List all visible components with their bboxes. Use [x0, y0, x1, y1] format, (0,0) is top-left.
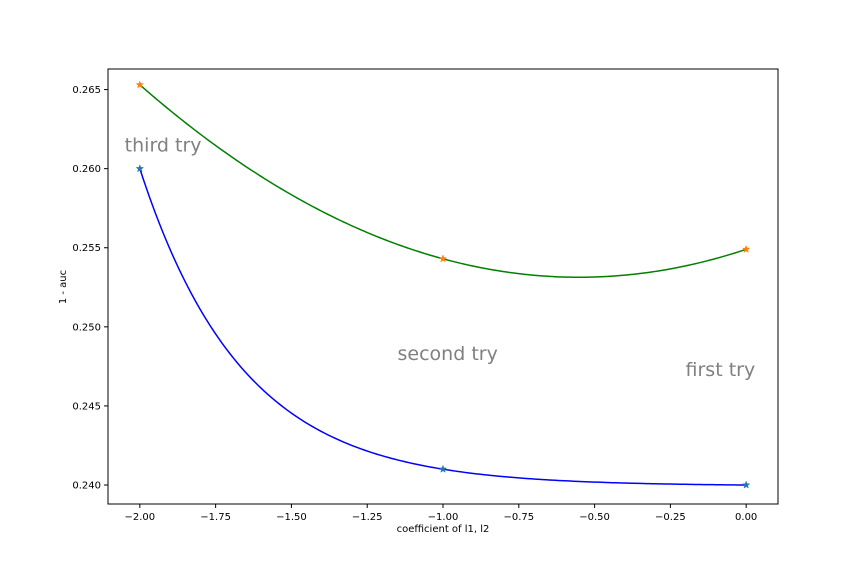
annotation-label: first try — [686, 359, 756, 381]
series-1-point — [135, 80, 145, 89]
plot-area — [108, 69, 778, 504]
x-axis-label: coefficient of l1, l2 — [397, 524, 490, 535]
y-tick-label: 0.255 — [72, 243, 101, 254]
x-tick-label: −0.75 — [503, 512, 534, 523]
series-2-point — [135, 164, 145, 173]
y-axis: 0.240 0.245 0.250 0.255 0.260 0.265 — [72, 85, 108, 492]
y-tick-label: 0.245 — [72, 401, 101, 412]
y-tick-label: 0.250 — [72, 322, 101, 333]
x-tick-label: −0.50 — [579, 512, 610, 523]
annotation-label: third try — [125, 134, 202, 156]
x-tick-label: −1.50 — [276, 512, 307, 523]
y-tick-label: 0.260 — [72, 164, 101, 175]
x-tick-label: −1.00 — [428, 512, 459, 523]
x-tick-label: 0.00 — [735, 512, 757, 523]
series-2-point — [741, 480, 751, 489]
x-tick-label: −2.00 — [125, 512, 156, 523]
annotation-label: second try — [398, 343, 498, 365]
series-2-point — [438, 464, 448, 473]
y-axis-label: 1 - auc — [58, 270, 69, 304]
y-tick-label: 0.240 — [72, 481, 101, 492]
x-tick-label: −0.25 — [655, 512, 686, 523]
series-layer — [135, 80, 751, 489]
x-axis: −2.00 −1.75 −1.50 −1.25 −1.00 −0.75 −0.50 −0.25… — [125, 504, 757, 523]
x-tick-label: −1.75 — [200, 512, 231, 523]
series-1-point — [741, 244, 751, 253]
series-1-point — [438, 254, 448, 263]
y-tick-label: 0.265 — [72, 85, 101, 96]
annotation-layer: third try second try first try — [125, 134, 756, 381]
x-tick-label: −1.25 — [352, 512, 383, 523]
